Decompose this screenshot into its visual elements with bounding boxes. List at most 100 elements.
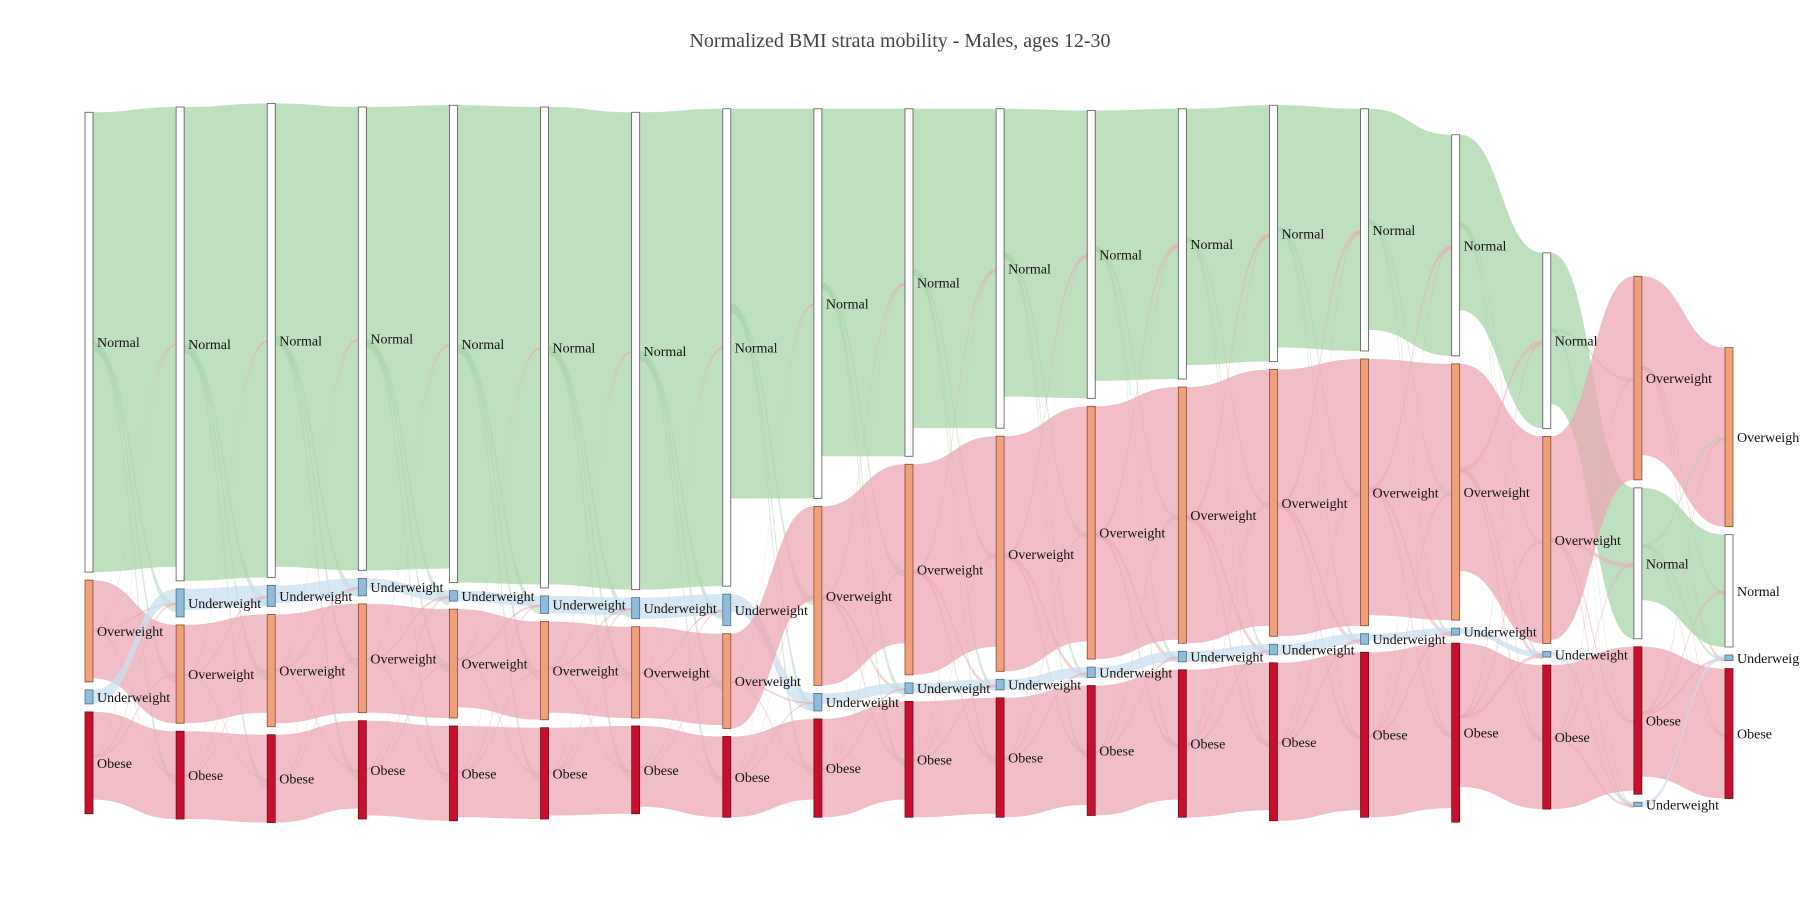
sankey-node-normal[interactable] — [1451, 134, 1461, 357]
sankey-crossflow-overweight — [730, 681, 814, 770]
sankey-link-underweight — [913, 679, 997, 694]
sankey-node-obese[interactable] — [1177, 669, 1187, 818]
sankey-node-obese[interactable] — [1360, 651, 1369, 818]
sankey-node-overweight[interactable] — [357, 603, 367, 714]
sankey-crossflow-obese — [1004, 672, 1088, 760]
sankey-node-overweight[interactable] — [904, 463, 914, 676]
sankey-node-obese[interactable] — [266, 734, 276, 823]
sankey-link-obese — [1550, 646, 1634, 810]
sankey-node-overweight[interactable] — [1086, 405, 1096, 660]
sankey-crossflow-underweight — [1368, 491, 1452, 638]
sankey-link-normal — [1095, 108, 1179, 381]
sankey-node-normal[interactable] — [995, 108, 1005, 429]
sankey-node-underweight[interactable] — [813, 692, 823, 712]
sankey-node-underweight[interactable] — [540, 595, 549, 614]
sankey-node-normal[interactable] — [813, 108, 823, 499]
sankey-node-overweight[interactable] — [84, 579, 94, 683]
sankey-node-obese[interactable] — [1269, 662, 1278, 822]
sankey-node-normal[interactable] — [357, 106, 367, 571]
sankey-node-obese[interactable] — [1086, 685, 1096, 816]
sankey-node-underweight[interactable] — [1086, 666, 1096, 679]
sankey-node-overweight[interactable] — [1177, 386, 1187, 644]
sankey-node-overweight[interactable] — [722, 633, 732, 729]
sankey-node-normal[interactable] — [175, 106, 185, 582]
sankey-node-normal[interactable] — [1724, 534, 1734, 648]
sankey-node-normal[interactable] — [1177, 108, 1187, 380]
sankey-crossflow-normal — [1186, 236, 1270, 509]
sankey-node-normal[interactable] — [84, 111, 94, 573]
sankey-crossflow-obese — [913, 268, 997, 762]
sankey-node-normal[interactable] — [1269, 104, 1278, 362]
sankey-node-underweight[interactable] — [1177, 650, 1187, 663]
sankey-node-normal[interactable] — [1086, 110, 1096, 399]
sankey-node-underweight[interactable] — [266, 584, 276, 607]
sankey-node-overweight[interactable] — [631, 626, 641, 719]
sankey-node-overweight[interactable] — [1542, 435, 1552, 644]
sankey-node-normal[interactable] — [266, 103, 276, 578]
sankey-node-normal[interactable] — [540, 106, 549, 589]
sankey-node-label: Underweight — [1008, 679, 1081, 694]
sankey-node-overweight[interactable] — [266, 614, 276, 728]
sankey-node-overweight[interactable] — [449, 608, 458, 719]
sankey-node-obese[interactable] — [175, 730, 185, 820]
sankey-node-obese[interactable] — [631, 725, 641, 815]
sankey-node-underweight[interactable] — [1360, 633, 1369, 645]
sankey-node-underweight[interactable] — [1451, 627, 1461, 636]
sankey-node-obese[interactable] — [1633, 646, 1643, 795]
sankey-node-obese[interactable] — [1542, 664, 1552, 810]
sankey-node-normal[interactable] — [1542, 252, 1552, 429]
sankey-node-underweight[interactable] — [1269, 643, 1278, 656]
sankey-node-overweight[interactable] — [813, 505, 823, 686]
sankey-node-obese[interactable] — [1451, 642, 1461, 823]
sankey-crossflow-obese — [1277, 229, 1361, 745]
sankey-node-underweight[interactable] — [84, 689, 94, 705]
sankey-node-overweight[interactable] — [175, 624, 185, 724]
sankey-crossflow-underweight — [1641, 437, 1725, 805]
sankey-node-obese[interactable] — [449, 725, 458, 822]
sankey-node-underweight[interactable] — [995, 678, 1005, 691]
sankey-node-obese[interactable] — [995, 697, 1005, 818]
sankey-link-overweight — [457, 609, 541, 720]
sankey-node-normal[interactable] — [1633, 487, 1643, 640]
sankey-node-underweight[interactable] — [631, 597, 641, 620]
sankey-crossflow-overweight — [821, 595, 905, 692]
sankey-node-overweight[interactable] — [1633, 275, 1643, 481]
sankey-node-overweight[interactable] — [1360, 358, 1369, 627]
sankey-node-obese[interactable] — [722, 736, 732, 818]
sankey-node-overweight[interactable] — [540, 621, 549, 721]
sankey-node-overweight[interactable] — [995, 435, 1005, 672]
sankey-node-obese[interactable] — [357, 720, 367, 820]
sankey-node-overweight[interactable] — [1451, 363, 1461, 621]
sankey-node-normal[interactable] — [1360, 108, 1369, 352]
sankey-crossflow-obese — [1095, 243, 1179, 754]
sankey-node-label: Underweight — [1099, 666, 1172, 681]
sankey-node-underweight[interactable] — [722, 593, 732, 627]
sankey-link-underweight — [1277, 633, 1361, 655]
sankey-node-overweight[interactable] — [1724, 347, 1734, 528]
sankey-crossflow-overweight — [821, 282, 905, 600]
sankey-node-underweight[interactable] — [904, 682, 914, 694]
sankey-crossflow-overweight — [1004, 553, 1088, 756]
sankey-node-normal[interactable] — [449, 104, 458, 584]
sankey-node-underweight[interactable] — [449, 590, 458, 602]
sankey-node-label: Overweight — [644, 666, 710, 681]
sankey-node-label: Normal — [917, 277, 960, 292]
sankey-node-label: Overweight — [1737, 431, 1800, 446]
sankey-node-obese[interactable] — [904, 700, 914, 818]
sankey-node-obese[interactable] — [84, 711, 94, 815]
sankey-crossflow-normal — [184, 343, 268, 789]
sankey-node-normal[interactable] — [904, 108, 914, 457]
sankey-node-underweight[interactable] — [175, 588, 185, 618]
sankey-node-underweight[interactable] — [1633, 801, 1643, 807]
sankey-node-overweight[interactable] — [1269, 369, 1278, 637]
sankey-node-normal[interactable] — [631, 111, 641, 591]
sankey-crossflow-overweight — [1277, 502, 1361, 741]
sankey-node-underweight[interactable] — [1542, 651, 1552, 658]
sankey-node-obese[interactable] — [540, 727, 549, 820]
sankey-node-underweight[interactable] — [1724, 654, 1734, 662]
sankey-link-overweight — [1186, 369, 1270, 644]
sankey-node-underweight[interactable] — [357, 577, 367, 597]
sankey-node-obese[interactable] — [1724, 668, 1734, 799]
sankey-node-obese[interactable] — [813, 718, 823, 818]
sankey-node-normal[interactable] — [722, 108, 732, 587]
